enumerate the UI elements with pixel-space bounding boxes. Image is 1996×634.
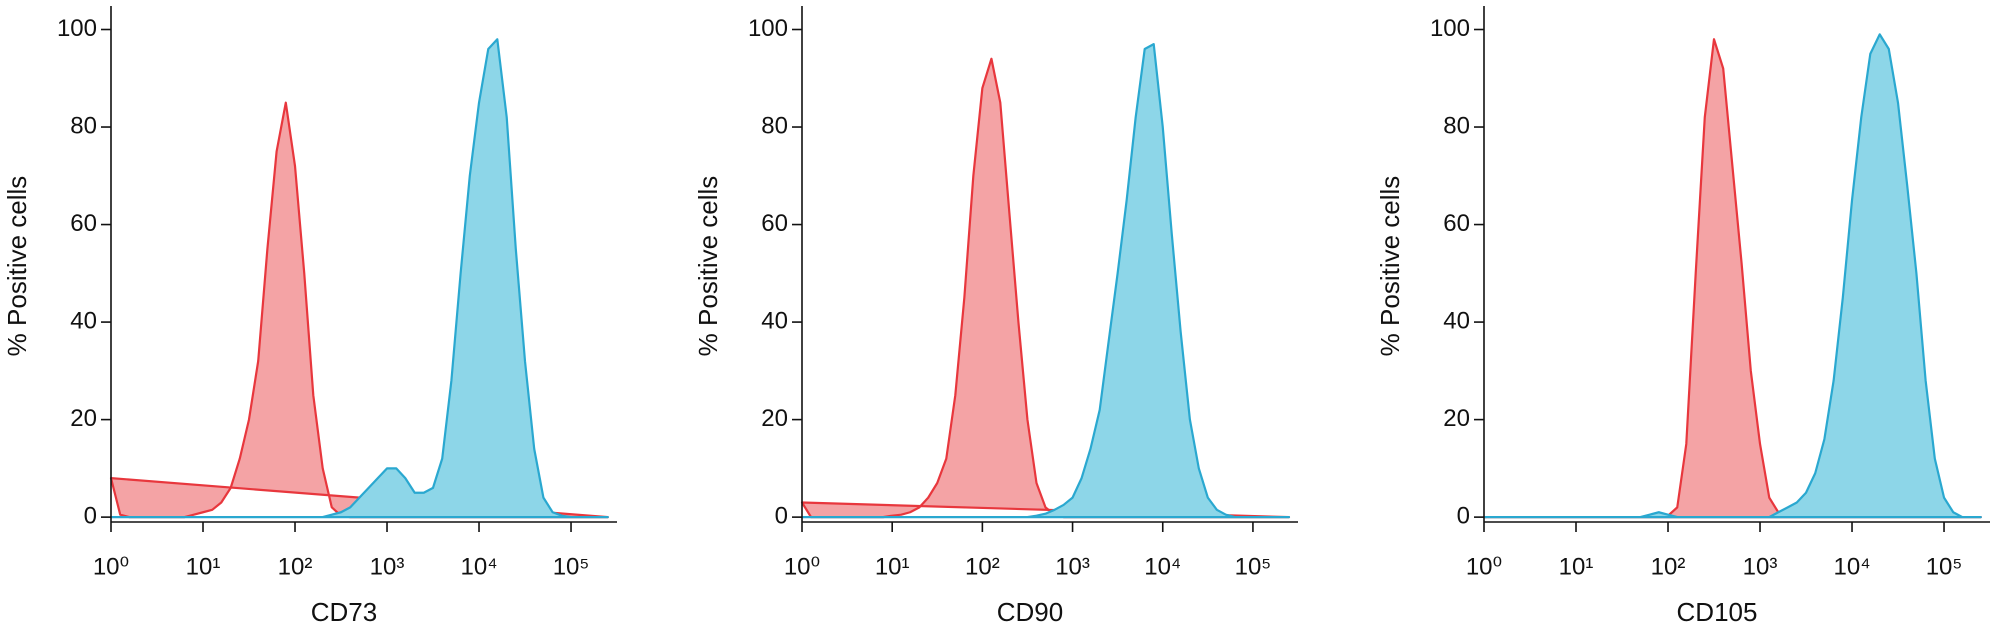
y-tick-label: 100	[57, 15, 97, 42]
x-tick-label: 10⁰	[93, 553, 129, 580]
x-tick-label: 10⁵	[553, 553, 590, 580]
histogram-area	[800, 57, 1291, 519]
x-tick-label: 10⁵	[1926, 553, 1963, 580]
x-tick-label: 10¹	[186, 553, 221, 580]
y-tick-label: 20	[70, 405, 97, 432]
y-axis-title: % Positive cells	[1375, 176, 1405, 357]
x-tick-label: 10⁰	[784, 553, 820, 580]
y-tick-label: 60	[1443, 210, 1470, 237]
y-tick-label: 20	[1443, 405, 1470, 432]
x-axis-title: CD90	[997, 597, 1063, 627]
y-tick-label: 40	[761, 307, 788, 334]
histogram-panel: 0 20 40 60 80 100 10⁰ 10¹ 10² 10³ 10⁴ 10⁵ CD105 % Pos…	[1375, 6, 1990, 627]
y-axis-title: % Positive cells	[693, 176, 723, 357]
x-tick-label: 10³	[370, 553, 405, 580]
y-tick-label: 60	[70, 210, 97, 237]
y-tick-label: 20	[761, 405, 788, 432]
x-tick-label: 10¹	[875, 553, 910, 580]
x-tick-label: 10¹	[1559, 553, 1594, 580]
histogram-area	[1482, 33, 1982, 519]
x-axis-title: CD73	[311, 597, 377, 627]
y-axis-title: % Positive cells	[2, 176, 32, 357]
y-tick-label: 80	[1443, 112, 1470, 139]
x-tick-label: 10³	[1055, 553, 1090, 580]
x-axis-title: CD105	[1677, 597, 1758, 627]
histogram-panel: 0 20 40 60 80 100 10⁰ 10¹ 10² 10³ 10⁴ 10⁵ CD73 % Posi…	[2, 6, 617, 627]
y-tick-label: 100	[748, 15, 788, 42]
y-tick-label: 40	[1443, 307, 1470, 334]
x-tick-label: 10⁴	[461, 553, 498, 580]
x-tick-label: 10⁴	[1144, 553, 1181, 580]
y-tick-label: 0	[1457, 502, 1470, 529]
x-tick-label: 10⁰	[1466, 553, 1502, 580]
y-tick-label: 40	[70, 307, 97, 334]
y-tick-label: 0	[775, 502, 788, 529]
x-tick-label: 10⁴	[1834, 553, 1871, 580]
histogram-area	[800, 43, 1291, 519]
x-tick-label: 10³	[1743, 553, 1778, 580]
x-tick-label: 10²	[278, 553, 313, 580]
y-tick-label: 80	[761, 112, 788, 139]
y-tick-label: 100	[1430, 15, 1470, 42]
x-tick-label: 10⁵	[1235, 553, 1272, 580]
histogram-panel: 0 20 40 60 80 100 10⁰ 10¹ 10² 10³ 10⁴ 10⁵ CD90 % Posi…	[693, 6, 1298, 627]
y-tick-label: 60	[761, 210, 788, 237]
histogram-area	[109, 38, 609, 519]
x-tick-label: 10²	[965, 553, 1000, 580]
y-tick-label: 80	[70, 112, 97, 139]
y-tick-label: 0	[84, 502, 97, 529]
x-tick-label: 10²	[1651, 553, 1686, 580]
